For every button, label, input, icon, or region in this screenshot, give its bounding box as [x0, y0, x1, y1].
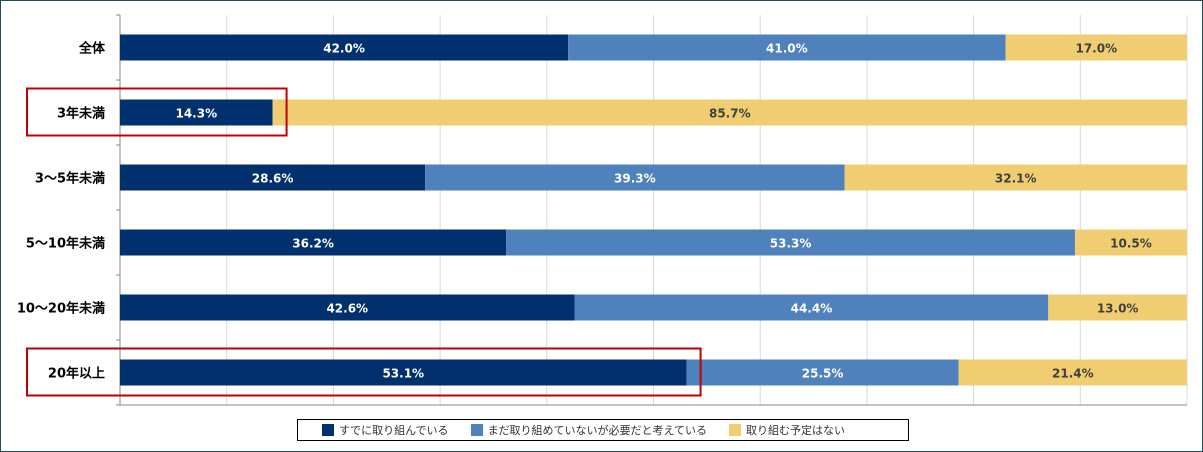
- category-label-6: 20年以上: [48, 366, 105, 382]
- data-label-6-3: 21.4%: [1052, 367, 1094, 381]
- category-label-4: 5～10年未満: [26, 236, 105, 252]
- bar-segment-5-3: [1048, 294, 1187, 321]
- data-label-6-1: 53.1%: [382, 367, 424, 381]
- category-label-3: 3～5年未満: [35, 171, 105, 187]
- highlight-box-1: [26, 87, 288, 137]
- legend-item-series-1: すでに取り組んでいる: [322, 422, 449, 438]
- category-label-5: 10～20年未満: [17, 301, 105, 317]
- bar-segment-3-1: [120, 164, 426, 191]
- legend-label-series-1: すでに取り組んでいる: [339, 424, 449, 437]
- legend-swatch-series-3: [729, 424, 742, 436]
- data-label-4-2: 53.3%: [770, 237, 812, 251]
- bar-segment-2-1: [120, 99, 273, 126]
- data-label-1-3: 17.0%: [1075, 42, 1117, 56]
- bar-segment-4-2: [506, 229, 1075, 256]
- chart-legend: すでに取り組んでいる まだ取り組めていないが必要だと考えている 取り組む予定はな…: [297, 419, 909, 441]
- bar-segment-4-1: [120, 229, 507, 256]
- bar-segment-5-1: [120, 294, 575, 321]
- legend-swatch-series-1: [322, 424, 334, 436]
- data-label-2-1: 14.3%: [175, 107, 217, 121]
- bar-segment-6-2: [686, 359, 959, 386]
- bar-segment-3-3: [844, 164, 1187, 191]
- legend-item-series-3: 取り組む予定はない: [729, 422, 845, 438]
- category-label-2: 3年未満: [57, 106, 105, 122]
- data-label-5-2: 44.4%: [791, 302, 833, 316]
- data-label-4-3: 10.5%: [1110, 237, 1152, 251]
- data-label-4-1: 36.2%: [292, 237, 334, 251]
- data-label-5-3: 13.0%: [1097, 302, 1139, 316]
- bar-segment-3-2: [425, 164, 845, 191]
- bar-segment-6-1: [120, 359, 687, 386]
- legend-label-series-3: 取り組む予定はない: [746, 424, 846, 437]
- data-label-1-2: 41.0%: [766, 42, 808, 56]
- bar-segment-1-2: [568, 34, 1006, 61]
- highlight-box-2: [26, 347, 702, 397]
- bar-segment-1-3: [1005, 34, 1187, 61]
- data-label-3-3: 32.1%: [995, 172, 1037, 186]
- category-label-1: 全体: [78, 41, 106, 57]
- data-label-3-1: 28.6%: [252, 172, 294, 186]
- legend-label-series-2: まだ取り組めていないが必要だと考えている: [487, 424, 708, 437]
- legend-swatch-series-2: [470, 424, 483, 436]
- data-label-1-1: 42.0%: [323, 42, 365, 56]
- bar-segment-2-3: [272, 99, 1187, 126]
- bar-segment-6-3: [958, 359, 1187, 386]
- legend-item-series-2: まだ取り組めていないが必要だと考えている: [470, 422, 708, 438]
- data-label-5-1: 42.6%: [326, 302, 368, 316]
- bar-segment-1-1: [120, 34, 569, 61]
- data-label-2-3: 85.7%: [709, 107, 751, 121]
- bar-segment-5-2: [574, 294, 1049, 321]
- data-label-3-2: 39.3%: [614, 172, 656, 186]
- data-label-6-2: 25.5%: [802, 367, 844, 381]
- bar-segment-4-3: [1074, 229, 1187, 256]
